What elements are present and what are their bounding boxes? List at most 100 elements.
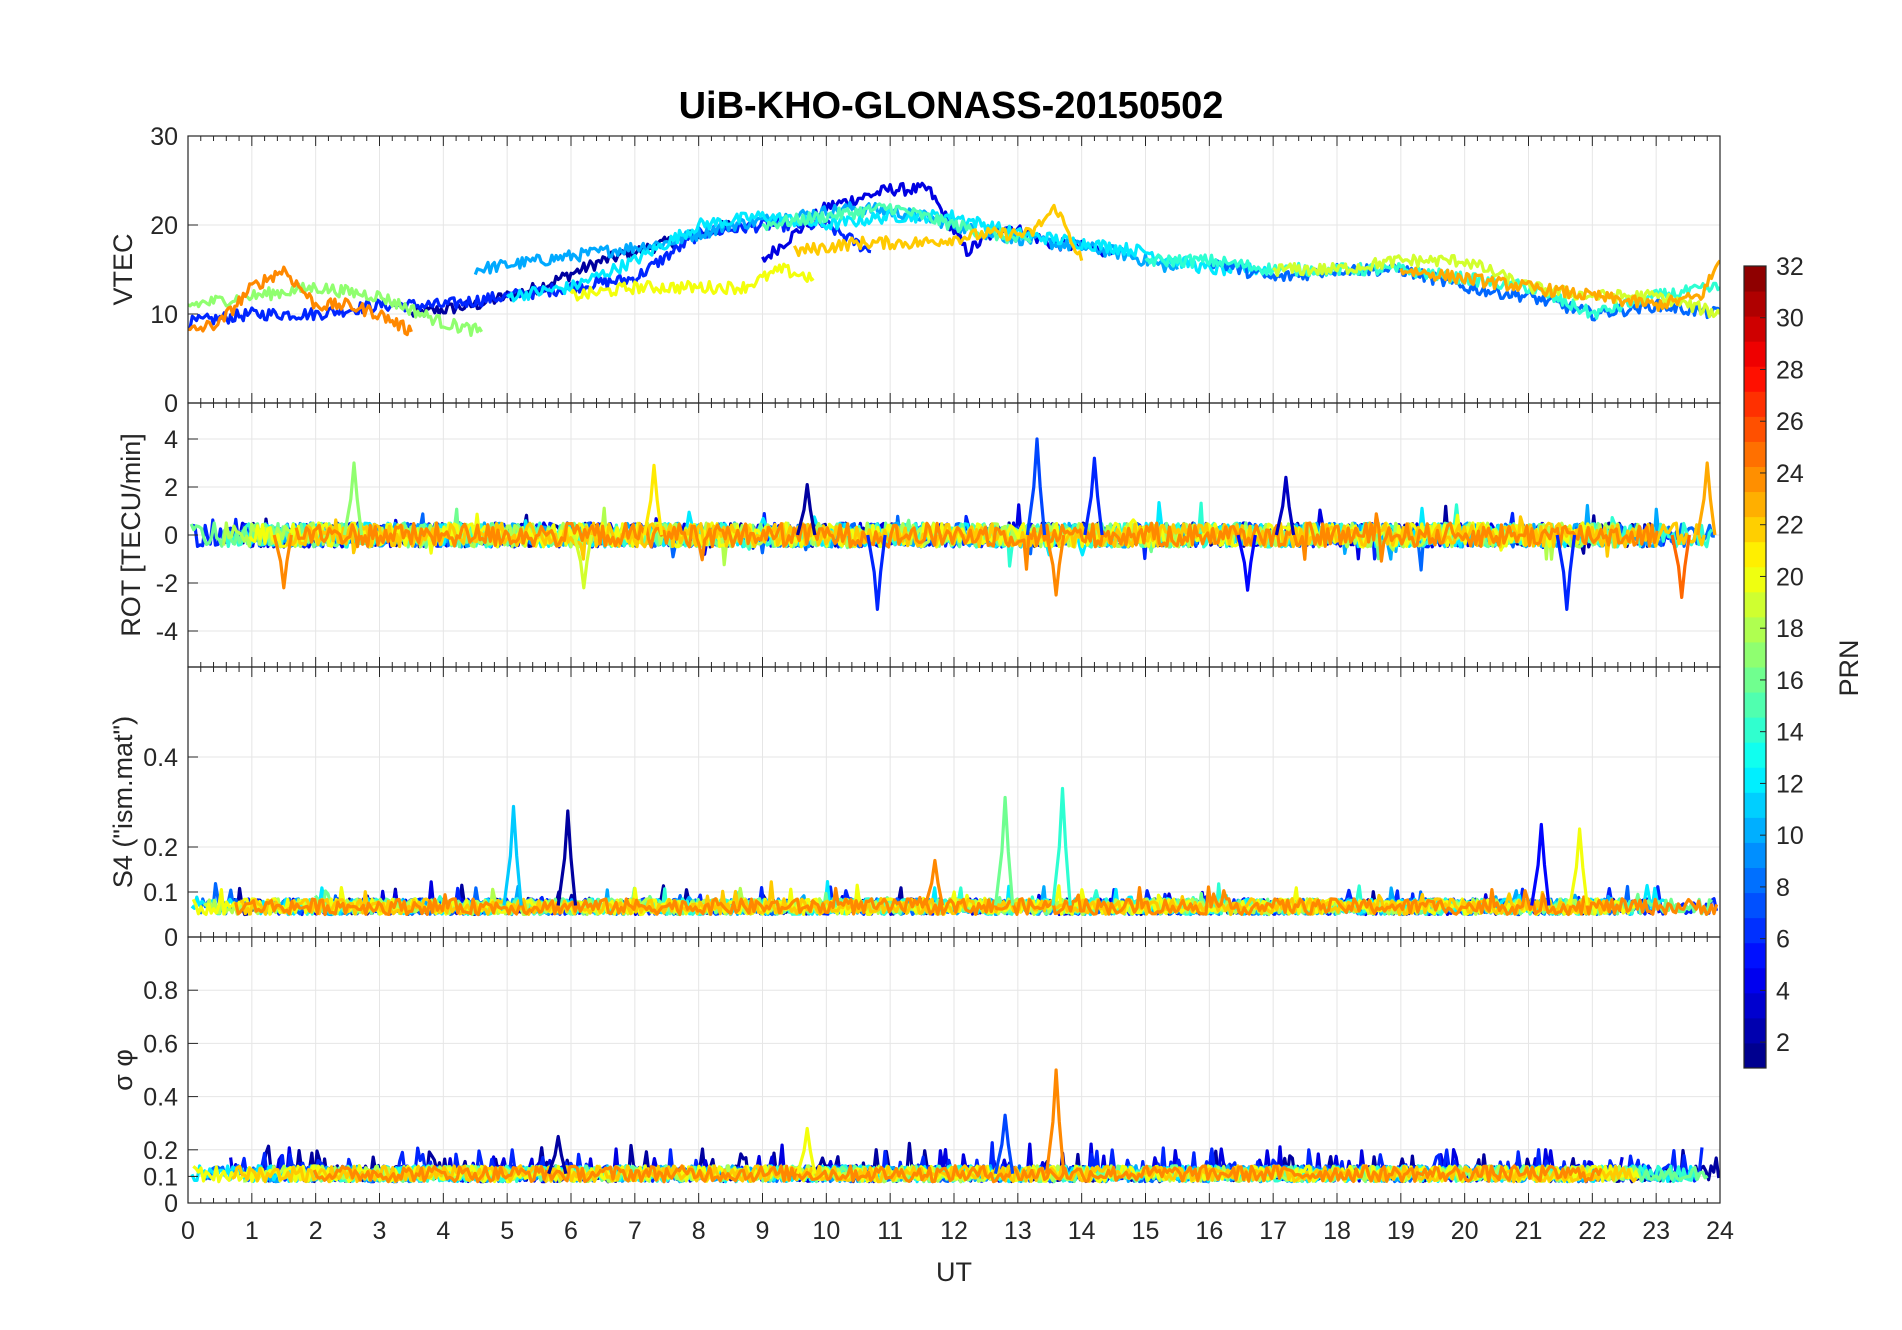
colorbar-tick-label: 28 (1776, 356, 1804, 384)
colorbar-band (1744, 341, 1766, 367)
colorbar-band (1744, 792, 1766, 818)
x-tick-label: 2 (309, 1217, 323, 1245)
spike-prn-24 (1045, 534, 1066, 597)
series-line-prn-24 (188, 265, 413, 337)
x-tick-label: 10 (812, 1217, 840, 1245)
colorbar-tick-label: 24 (1776, 460, 1804, 488)
spike-prn-2 (796, 483, 817, 536)
colorbar-band (1744, 1042, 1766, 1069)
spike-prn-7 (1025, 437, 1047, 536)
series-line-prn-24 (294, 512, 1659, 571)
x-tick-label: 9 (756, 1217, 770, 1245)
colorbar-tick-label: 4 (1776, 977, 1790, 1005)
colorbar-band (1744, 366, 1766, 392)
spike-prn-24 (1045, 1068, 1066, 1174)
x-tick-label: 21 (1515, 1217, 1543, 1245)
colorbar-band (1744, 416, 1766, 442)
panel-VTEC: 0 10 20 30 VTEC (108, 123, 1721, 418)
x-tick-label: 5 (500, 1217, 514, 1245)
y-tick-label: 0 (164, 522, 178, 550)
panel-ROT: -4 -2 0 2 4 ROT [TECU/min] (116, 402, 1721, 668)
spike-prn-2 (556, 809, 578, 906)
x-tick-label: 8 (692, 1217, 706, 1245)
x-tick-label: 18 (1323, 1217, 1351, 1245)
x-tick-label: 24 (1706, 1217, 1734, 1245)
series-line-prn-22 (231, 1164, 1638, 1184)
x-tick-label: 22 (1578, 1217, 1606, 1245)
spike-prn-3 (1274, 475, 1296, 536)
spike-prn-20 (796, 1126, 817, 1175)
x-tick-label: 19 (1387, 1217, 1415, 1245)
y-tick-label: -4 (156, 618, 178, 646)
spike-prn-17 (342, 461, 364, 536)
spike-prn-5 (1236, 534, 1257, 592)
colorbar-band (1744, 842, 1766, 868)
colorbar-band (1744, 566, 1766, 593)
y-tick-label: 0 (164, 390, 178, 418)
series-line-prn-24 (312, 1164, 1603, 1184)
colorbar-band (1744, 391, 1766, 417)
spike-prn-6 (1083, 456, 1104, 536)
colorbar-band (1744, 616, 1766, 643)
colorbar-band (1744, 892, 1766, 919)
x-tick-label: 1 (245, 1217, 259, 1245)
series-line-prn-19 (1272, 253, 1720, 319)
colorbar-tick-label: 18 (1776, 615, 1804, 643)
spike-prn-6 (866, 534, 887, 611)
colorbar-band (1744, 1017, 1766, 1044)
x-axis-label: UT (936, 1257, 972, 1287)
colorbar-band (1744, 742, 1766, 768)
colorbar-band (1744, 992, 1766, 1019)
spike-prn-21 (642, 463, 664, 536)
colorbar-band (1744, 817, 1766, 843)
y-axis-label: VTEC (108, 233, 138, 305)
colorbar-tick-label: 6 (1776, 926, 1790, 954)
colorbar-band (1744, 441, 1766, 467)
colorbar-tick-label: 32 (1776, 253, 1804, 281)
series-line-prn-10 (473, 201, 1179, 276)
y-tick-label: 2 (164, 474, 178, 502)
x-tick-label: 3 (373, 1217, 387, 1245)
colorbar-tick-label: 20 (1776, 563, 1804, 591)
colorbar-tick-label: 30 (1776, 305, 1804, 333)
x-tick-label: 20 (1451, 1217, 1479, 1245)
colorbar-band (1744, 516, 1766, 543)
panel-data (190, 786, 1719, 917)
x-tick-label: 11 (877, 1217, 903, 1245)
panel-data (188, 181, 1720, 337)
spike-prn-20 (1568, 827, 1589, 906)
colorbar-band (1744, 316, 1766, 342)
y-tick-label: 4 (164, 426, 178, 454)
colorbar-label: PRN (1834, 639, 1864, 696)
x-tick-label: 7 (628, 1217, 642, 1245)
series-line-prn-17 (188, 281, 484, 337)
spike-prn-24 (272, 534, 293, 590)
panel-data (190, 1068, 1720, 1184)
y-tick-label: 0 (164, 1190, 178, 1218)
colorbar-band (1744, 767, 1766, 793)
x-tick-label: 16 (1195, 1217, 1223, 1245)
y-tick-label: 0.4 (143, 744, 178, 772)
colorbar-band (1744, 967, 1766, 994)
spike-prn-5 (1530, 822, 1551, 906)
spike-prn-6 (1555, 534, 1577, 611)
colorbar-tick-label: 12 (1776, 770, 1804, 798)
panel-data (189, 437, 1717, 611)
x-tick-label: 13 (1004, 1217, 1032, 1245)
colorbar-band (1744, 667, 1766, 693)
panel-sigma_phi: 00.10.20.40.60.8σ φ0 1 2 3 4 5 6 7 8 9 10 11 12 13 14 1… (108, 936, 1734, 1287)
spike-prn-2 (547, 1134, 568, 1175)
spike-prn-16 (993, 795, 1015, 906)
y-tick-label: -2 (156, 570, 178, 598)
spike-prn-11 (502, 804, 523, 906)
spike-prn-14 (1051, 786, 1072, 906)
panel-S4: 0 0.1 0.2 0.4S4 ("ism.mat") (108, 666, 1721, 952)
y-tick-label: 0.8 (143, 977, 178, 1005)
spike-prn-7 (993, 1113, 1015, 1175)
spike-prn-19 (572, 534, 593, 590)
spike-prn-23 (1696, 461, 1717, 536)
colorbar-frame (1743, 265, 1767, 1069)
y-tick-label: 0.1 (143, 879, 178, 907)
x-tick-label: 4 (436, 1217, 450, 1245)
